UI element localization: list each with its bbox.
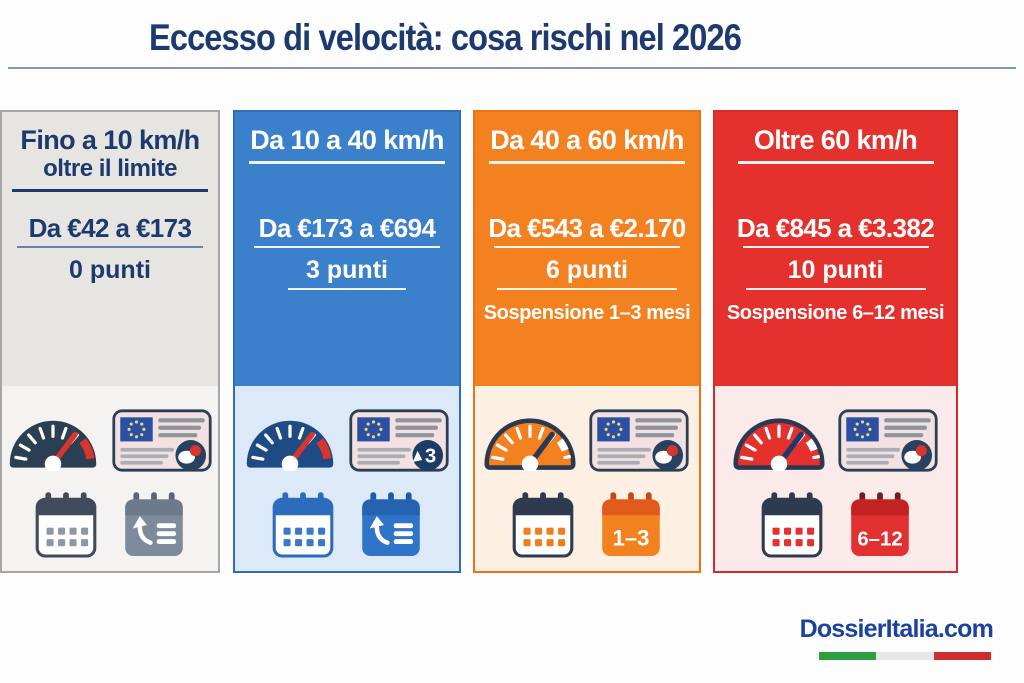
speed-range-label: Oltre 60 km/h (753, 125, 918, 155)
license-points: 6 punti (546, 256, 628, 284)
suspension-months-calendar-icon: 1–3 (602, 492, 660, 556)
calendar-icon (272, 492, 334, 558)
driver-license-icon (589, 408, 689, 472)
icon-panel: 3 (235, 386, 459, 571)
column-40-60-kmh: Da 40 a 60 km/h Da €543 a €2.170 6 punti… (473, 110, 701, 573)
divider (497, 288, 677, 290)
speedometer-icon (9, 420, 97, 471)
divider (489, 161, 685, 164)
column-header: Da 40 a 60 km/h Da €543 a €2.170 6 punti… (475, 112, 699, 386)
appeal-arrow-calendar-icon (125, 492, 183, 556)
divider (742, 246, 929, 248)
italian-flag (819, 652, 991, 660)
fine-range: Da €42 a €173 (28, 213, 192, 243)
divider (12, 189, 208, 192)
column-oltre-60-kmh: Oltre 60 km/h Da €845 a €3.382 10 punti … (713, 110, 958, 573)
column-fino-10-kmh: Fino a 10 km/h oltre il limite Da €42 a … (0, 110, 220, 573)
flag-green-stripe (819, 652, 877, 660)
fine-range: Da €543 a €2.170 (488, 213, 686, 243)
speed-range-label: Da 40 a 60 km/h (490, 125, 684, 155)
license-points-badge (900, 439, 932, 471)
column-header: Fino a 10 km/h oltre il limite Da €42 a … (2, 112, 218, 386)
divider (17, 246, 203, 248)
divider (288, 288, 406, 290)
icon-panel (2, 386, 218, 571)
column-10-40-kmh: Da 10 a 40 km/h Da €173 a €694 3 punti (233, 110, 461, 573)
fine-range: Da €173 a €694 (258, 213, 436, 243)
license-points-badge: 3 (412, 439, 444, 471)
divider (249, 161, 445, 164)
calendar-icon (512, 492, 574, 558)
flag-white-stripe (876, 652, 934, 660)
driver-license-icon (112, 408, 212, 472)
license-points: 10 punti (787, 256, 884, 284)
driver-license-icon: 3 (349, 408, 449, 472)
speedometer-icon (246, 420, 334, 471)
divider (745, 288, 926, 290)
speedometer-icon (732, 418, 825, 471)
speed-range-label: Fino a 10 km/h (20, 125, 200, 155)
speedometer-icon (484, 418, 576, 471)
calendar-icon (761, 492, 822, 558)
flag-red-stripe (933, 652, 991, 660)
icon-panel: 1–3 (475, 386, 699, 571)
divider (737, 161, 934, 164)
suspension-months-number: 1–3 (613, 525, 650, 550)
brand-logo: DossierItalia.com (799, 615, 994, 643)
license-points: 3 punti (306, 256, 388, 284)
title-divider (8, 67, 1016, 69)
speed-range-sublabel: oltre il limite (43, 155, 177, 182)
column-header: Oltre 60 km/h Da €845 a €3.382 10 punti … (715, 112, 956, 386)
column-header: Da 10 a 40 km/h Da €173 a €694 3 punti (235, 112, 459, 386)
divider (494, 246, 680, 248)
license-points: 0 punti (69, 256, 151, 284)
speed-range-label: Da 10 a 40 km/h (250, 125, 444, 155)
license-points-badge (175, 439, 207, 471)
fine-range: Da €845 a €3.382 (736, 213, 935, 243)
suspension-months-number: 6–12 (857, 528, 902, 550)
suspension-months-calendar-icon: 6–12 (850, 492, 909, 556)
license-points-badge (652, 439, 684, 471)
driver-license-icon (837, 408, 938, 472)
suspension-label: Sospensione 1–3 mesi (483, 302, 691, 324)
icon-panel: 6–12 (715, 386, 956, 571)
appeal-arrow-calendar-icon (362, 492, 420, 556)
suspension-label: Sospensione 6–12 mesi (726, 302, 945, 324)
divider (254, 246, 440, 248)
page-title: Eccesso di velocità: cosa rischi nel 202… (149, 17, 742, 58)
license-badge-number: 3 (425, 445, 436, 467)
calendar-icon (35, 492, 97, 558)
